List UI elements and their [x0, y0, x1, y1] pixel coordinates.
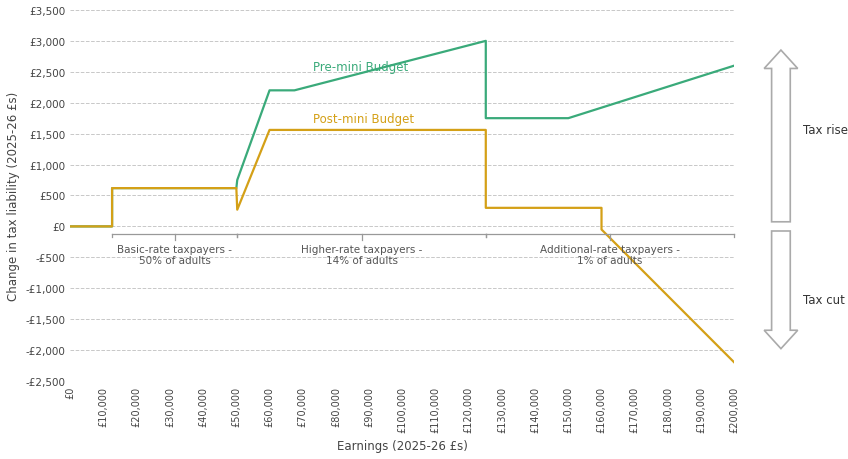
Text: Basic-rate taxpayers -
50% of adults: Basic-rate taxpayers - 50% of adults — [117, 244, 232, 266]
Text: Post-mini Budget: Post-mini Budget — [313, 113, 414, 126]
Text: Tax cut: Tax cut — [803, 293, 845, 306]
Text: Additional-rate taxpayers -
1% of adults: Additional-rate taxpayers - 1% of adults — [540, 244, 680, 266]
Text: Tax rise: Tax rise — [803, 123, 848, 136]
Y-axis label: Change in tax liability (2025-26 £s): Change in tax liability (2025-26 £s) — [7, 92, 20, 301]
Text: Pre-mini Budget: Pre-mini Budget — [313, 61, 408, 74]
Text: Higher-rate taxpayers -
14% of adults: Higher-rate taxpayers - 14% of adults — [301, 244, 422, 266]
X-axis label: Earnings (2025-26 £s): Earnings (2025-26 £s) — [337, 439, 468, 452]
